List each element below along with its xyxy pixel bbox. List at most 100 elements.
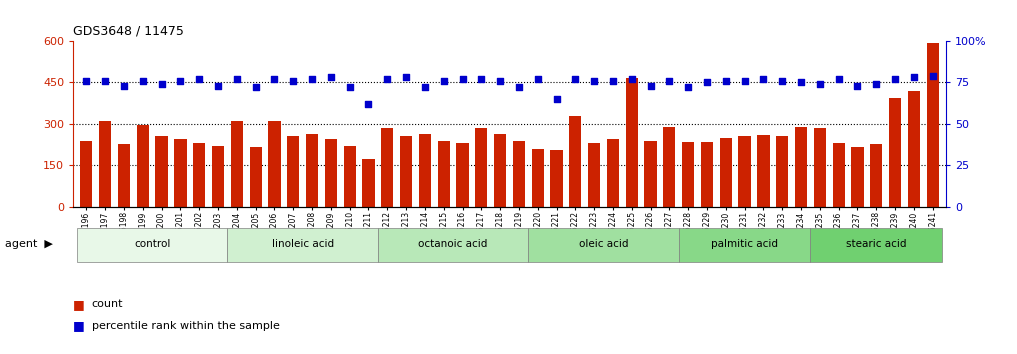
Point <box>736 78 753 84</box>
Point <box>417 85 433 90</box>
Point <box>229 76 245 82</box>
Text: GDS3648 / 11475: GDS3648 / 11475 <box>73 24 184 37</box>
Bar <box>437 141 450 207</box>
Bar <box>645 141 657 207</box>
Point <box>285 78 301 84</box>
Text: linoleic acid: linoleic acid <box>272 239 334 250</box>
Bar <box>99 121 111 207</box>
Point <box>342 85 358 90</box>
Bar <box>324 139 337 207</box>
Bar <box>475 128 487 207</box>
Point <box>718 78 734 84</box>
Point <box>304 76 320 82</box>
Point <box>266 76 283 82</box>
Bar <box>908 91 920 207</box>
Point <box>849 83 865 88</box>
Text: stearic acid: stearic acid <box>846 239 906 250</box>
Text: oleic acid: oleic acid <box>579 239 629 250</box>
Bar <box>174 139 186 207</box>
Bar <box>494 133 506 207</box>
Bar <box>833 143 845 207</box>
Point <box>869 81 885 87</box>
Point <box>97 78 113 84</box>
Bar <box>231 121 243 207</box>
Point <box>191 76 207 82</box>
Point <box>435 78 452 84</box>
Bar <box>663 127 675 207</box>
Bar <box>682 142 695 207</box>
Text: agent  ▶: agent ▶ <box>5 239 53 250</box>
Bar <box>532 149 544 207</box>
Bar <box>528 228 678 262</box>
Point <box>774 78 790 84</box>
Bar <box>268 121 281 207</box>
Bar <box>118 144 130 207</box>
Bar <box>588 143 600 207</box>
Bar <box>80 141 93 207</box>
Point <box>586 78 602 84</box>
Point <box>473 76 489 82</box>
Point <box>134 78 151 84</box>
Bar <box>156 136 168 207</box>
Text: percentile rank within the sample: percentile rank within the sample <box>92 321 280 331</box>
Bar <box>136 125 148 207</box>
Point <box>398 74 414 80</box>
Point <box>924 73 941 79</box>
Point <box>210 83 226 88</box>
Point <box>492 78 508 84</box>
Point <box>756 76 772 82</box>
Bar <box>378 228 528 262</box>
Point <box>623 76 640 82</box>
Point <box>322 74 339 80</box>
Bar <box>851 148 863 207</box>
Bar <box>193 143 205 207</box>
Point <box>548 96 564 102</box>
Text: palmitic acid: palmitic acid <box>711 239 778 250</box>
Point <box>567 76 584 82</box>
Bar <box>607 139 619 207</box>
Bar <box>287 136 299 207</box>
Bar <box>758 135 770 207</box>
Bar <box>701 142 713 207</box>
Point <box>360 101 376 107</box>
Point <box>793 80 810 85</box>
Bar <box>228 228 378 262</box>
Bar <box>249 148 261 207</box>
Bar <box>550 150 562 207</box>
Bar <box>400 136 412 207</box>
Point <box>812 81 828 87</box>
Bar <box>362 159 374 207</box>
Point <box>247 85 263 90</box>
Point <box>116 83 132 88</box>
Point <box>643 83 659 88</box>
Point <box>455 76 471 82</box>
Point <box>887 76 903 82</box>
Bar <box>419 133 431 207</box>
Bar <box>457 143 469 207</box>
Point <box>661 78 677 84</box>
Text: control: control <box>134 239 171 250</box>
Bar <box>625 78 638 207</box>
Text: count: count <box>92 299 123 309</box>
Bar <box>381 128 394 207</box>
Bar <box>814 128 826 207</box>
Point <box>906 74 922 80</box>
Point <box>154 81 170 87</box>
Bar <box>513 141 525 207</box>
Bar <box>570 116 582 207</box>
Bar <box>889 98 901 207</box>
Bar <box>811 228 942 262</box>
Point <box>530 76 546 82</box>
Point <box>605 78 621 84</box>
Text: ■: ■ <box>73 298 85 311</box>
Bar <box>678 228 811 262</box>
Bar <box>776 136 788 207</box>
Bar <box>77 228 228 262</box>
Bar <box>795 127 807 207</box>
Text: ■: ■ <box>73 319 85 332</box>
Point <box>699 80 715 85</box>
Bar <box>926 44 939 207</box>
Bar <box>738 136 751 207</box>
Point <box>511 85 527 90</box>
Text: octanoic acid: octanoic acid <box>418 239 488 250</box>
